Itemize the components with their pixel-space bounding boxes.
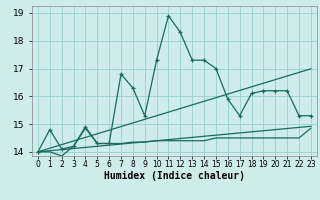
- X-axis label: Humidex (Indice chaleur): Humidex (Indice chaleur): [104, 171, 245, 181]
